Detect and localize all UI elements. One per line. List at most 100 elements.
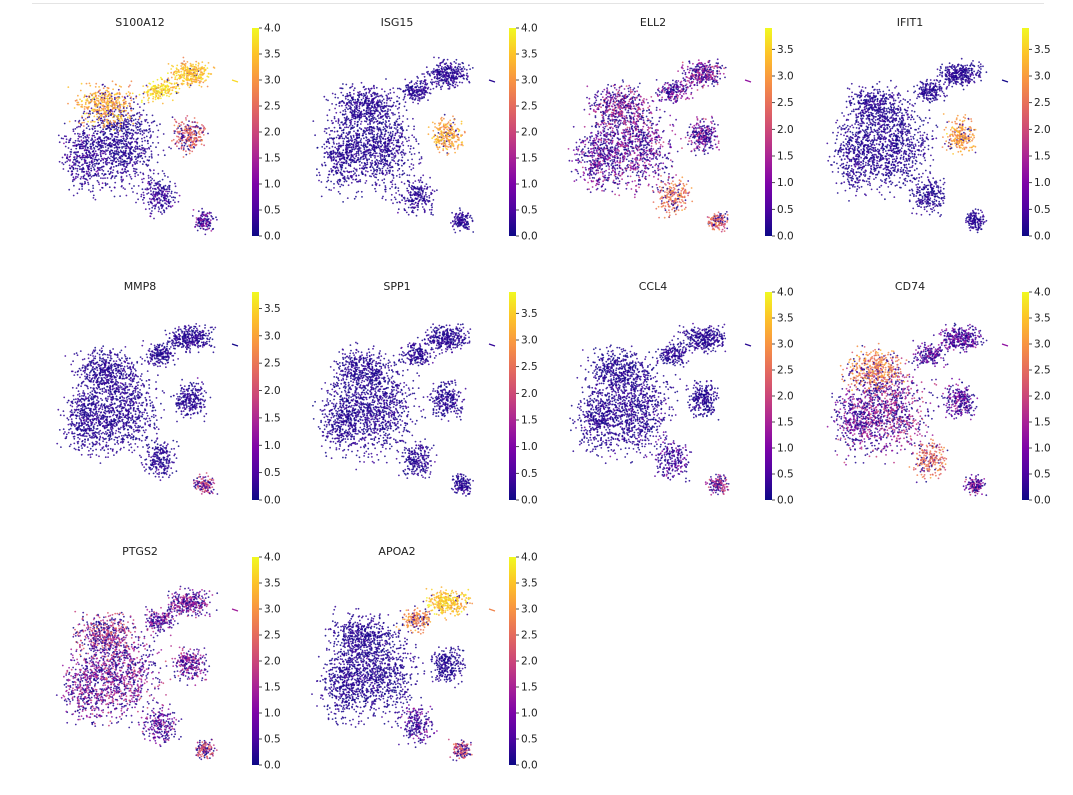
cell-point bbox=[104, 112, 107, 114]
cell-point bbox=[93, 92, 95, 95]
cell-point bbox=[344, 167, 347, 170]
cell-point bbox=[455, 75, 457, 78]
cell-point bbox=[138, 117, 141, 120]
cell-point bbox=[129, 132, 131, 135]
cell-point bbox=[384, 190, 387, 193]
cell-point bbox=[136, 160, 139, 162]
cell-point bbox=[135, 171, 138, 174]
cell-point bbox=[201, 207, 204, 210]
cell-point bbox=[109, 112, 111, 115]
cell-point bbox=[333, 117, 336, 120]
cell-point bbox=[122, 152, 125, 155]
cell-point bbox=[364, 164, 366, 167]
cell-point bbox=[390, 149, 393, 152]
cell-point bbox=[386, 96, 389, 99]
cell-point bbox=[91, 99, 93, 101]
cell-point bbox=[415, 138, 417, 141]
cell-point bbox=[141, 188, 144, 191]
cell-point bbox=[393, 91, 395, 94]
cell-point bbox=[386, 142, 389, 145]
cell-point bbox=[370, 164, 373, 167]
cell-point bbox=[191, 133, 194, 136]
cell-point bbox=[117, 150, 120, 153]
cell-point bbox=[115, 127, 118, 130]
cell-point bbox=[125, 194, 128, 197]
cell-point bbox=[102, 83, 104, 86]
cell-point bbox=[376, 133, 378, 136]
cell-point bbox=[453, 72, 456, 74]
cell-point bbox=[398, 97, 401, 99]
cell-point bbox=[86, 149, 88, 152]
cell-point bbox=[356, 125, 359, 128]
cell-point bbox=[117, 108, 120, 111]
cell-point bbox=[64, 145, 67, 148]
cell-point bbox=[122, 146, 125, 148]
cell-point bbox=[367, 140, 369, 143]
cell-point bbox=[162, 186, 165, 189]
cell-point bbox=[167, 72, 169, 75]
cell-point bbox=[106, 183, 109, 185]
cell-point bbox=[76, 103, 79, 106]
cell-point bbox=[208, 72, 210, 75]
cell-point bbox=[324, 164, 327, 167]
cell-point bbox=[364, 155, 367, 158]
cell-point bbox=[64, 161, 67, 164]
cell-point bbox=[385, 147, 388, 149]
cell-point bbox=[367, 100, 370, 103]
cell-point bbox=[134, 131, 137, 134]
cell-point bbox=[430, 78, 433, 81]
cell-point bbox=[394, 113, 396, 116]
cell-point bbox=[387, 153, 389, 156]
cell-point bbox=[166, 192, 169, 195]
cell-point bbox=[136, 123, 138, 125]
cell-point bbox=[142, 96, 145, 99]
cell-point bbox=[71, 170, 73, 173]
cell-point bbox=[375, 158, 378, 161]
cell-point bbox=[186, 131, 189, 134]
cell-point bbox=[82, 154, 85, 157]
cell-point bbox=[157, 206, 160, 209]
cell-point bbox=[114, 175, 117, 178]
cell-point bbox=[335, 166, 337, 169]
cell-point bbox=[104, 108, 107, 110]
cell-point bbox=[383, 181, 385, 184]
cell-point bbox=[82, 142, 85, 145]
cell-point bbox=[350, 181, 353, 184]
cell-point bbox=[98, 183, 101, 186]
cell-point bbox=[57, 134, 60, 137]
cell-point bbox=[362, 154, 365, 156]
cell-point bbox=[211, 217, 214, 220]
cell-point bbox=[341, 100, 344, 102]
cell-point bbox=[127, 146, 130, 148]
cell-point bbox=[325, 145, 328, 148]
cell-point bbox=[192, 74, 195, 77]
cell-point bbox=[458, 71, 461, 74]
cell-point bbox=[449, 62, 452, 64]
cell-point bbox=[119, 129, 121, 132]
cell-point bbox=[332, 137, 335, 140]
cell-point bbox=[170, 147, 172, 150]
cell-point bbox=[183, 75, 186, 78]
cell-point bbox=[402, 149, 405, 151]
cell-point bbox=[365, 136, 368, 139]
cell-point bbox=[361, 102, 363, 105]
cell-point bbox=[363, 115, 365, 117]
cell-point bbox=[371, 133, 374, 136]
cell-point bbox=[344, 126, 346, 129]
cell-point bbox=[460, 70, 463, 73]
cell-point bbox=[176, 82, 178, 84]
cell-point bbox=[381, 110, 384, 113]
cell-point bbox=[186, 66, 189, 68]
cell-point bbox=[152, 80, 155, 83]
cell-point bbox=[127, 141, 130, 144]
cell-point bbox=[362, 158, 365, 161]
cell-point bbox=[346, 102, 349, 104]
cell-point bbox=[386, 99, 388, 102]
cell-point bbox=[346, 137, 349, 140]
cell-point bbox=[363, 85, 365, 88]
cell-point bbox=[465, 77, 468, 80]
cell-point bbox=[398, 148, 401, 151]
cell-point bbox=[381, 172, 383, 175]
cell-point bbox=[183, 72, 186, 75]
cell-point bbox=[342, 149, 345, 152]
